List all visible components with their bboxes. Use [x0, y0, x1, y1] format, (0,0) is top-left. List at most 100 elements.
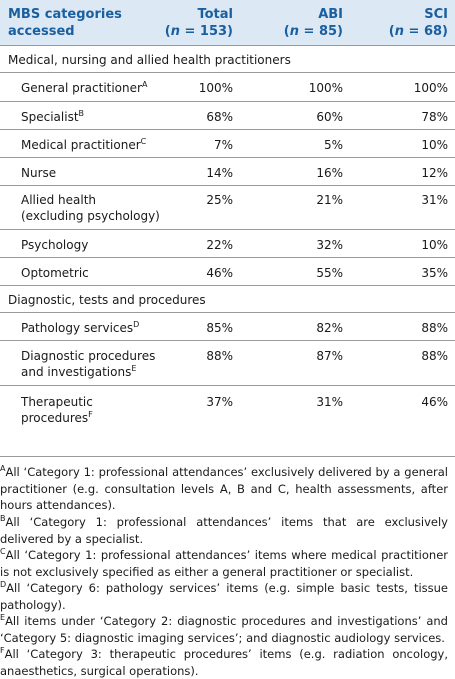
total-value: 85%	[206, 321, 233, 335]
header-total-n-letter: n	[170, 24, 180, 39]
row-label: SpecialistB	[21, 109, 84, 125]
sci-value: 88%	[421, 321, 448, 335]
header-abi-label: ABI	[318, 7, 343, 22]
row-label: Diagnostic procedures and investigations…	[21, 348, 155, 380]
header-abi-n-count: = 85)	[299, 24, 343, 39]
footnote-marker: A	[141, 80, 148, 89]
total-value: 37%	[206, 395, 233, 409]
row-rule	[0, 385, 455, 386]
row-rule	[0, 129, 455, 130]
footnote-mark: F	[0, 646, 5, 656]
footnote-text: All items under ‘Category 2: diagnostic …	[0, 614, 448, 645]
header-total-label: Total	[197, 7, 233, 22]
sci-value: 12%	[421, 166, 448, 180]
footnote-text: All ‘Category 3: therapeutic procedures’…	[0, 647, 448, 678]
row-label-text-line2: and investigations	[21, 365, 132, 379]
table-bottom-rule	[0, 456, 455, 457]
header-sci: SCI (n = 68)	[389, 6, 448, 40]
abi-value: 82%	[316, 321, 343, 335]
header-category-line1: MBS categories	[8, 7, 122, 22]
header-sci-n: (n = 68)	[389, 23, 448, 40]
footnote-mark: D	[0, 580, 7, 590]
row-label: Nurse	[21, 165, 56, 181]
row-label: Therapeutic proceduresF	[21, 394, 93, 426]
footnote-text: All ‘Category 1: professional attendance…	[0, 548, 448, 579]
header-total-n-count: = 153)	[179, 24, 233, 39]
total-value: 7%	[213, 138, 233, 152]
row-label-text: Diagnostic procedures	[21, 349, 156, 363]
header-sci-label: SCI	[424, 7, 448, 22]
sci-value: 100%	[413, 81, 448, 95]
header-sci-n-count: = 68)	[404, 24, 448, 39]
footnote-marker: F	[88, 410, 93, 419]
row-label-text: Optometric	[21, 266, 89, 280]
row-label-text: Allied health	[21, 193, 97, 207]
row-label: Allied health (excluding psychology)	[21, 192, 160, 224]
footnote: FAll ‘Category 3: therapeutic procedures…	[0, 646, 448, 679]
header-sci-n-open: (	[388, 24, 395, 39]
abi-value: 87%	[316, 349, 343, 363]
row-label-text: Psychology	[21, 238, 89, 252]
footnote: DAll ‘Category 6: pathology services’ it…	[0, 580, 448, 613]
row-label: Optometric	[21, 265, 89, 281]
sci-value: 35%	[421, 266, 448, 280]
total-value: 25%	[206, 193, 233, 207]
footnote-marker: B	[78, 109, 85, 118]
row-label-text: Pathology services	[21, 321, 134, 335]
section-title: Diagnostic, tests and procedures	[8, 293, 206, 307]
abi-value: 55%	[316, 266, 343, 280]
footnote: BAll ‘Category 1: professional attendanc…	[0, 514, 448, 547]
row-label-text-line2: procedures	[21, 411, 89, 425]
footnote-text: All ‘Category 1: professional attendance…	[0, 465, 448, 512]
row-label-text: Medical practitioner	[21, 138, 141, 152]
footnote-marker: D	[133, 320, 140, 329]
sci-value: 78%	[421, 110, 448, 124]
header-total-n-open: (	[164, 24, 171, 39]
row-label: Medical practitionerC	[21, 137, 146, 153]
row-label-text: Therapeutic	[21, 395, 93, 409]
row-label-line2: and investigationsE	[21, 364, 155, 380]
section-title: Medical, nursing and allied health pract…	[8, 53, 291, 67]
header-sci-n-letter: n	[394, 24, 405, 39]
sci-value: 88%	[421, 349, 448, 363]
header-total: Total (n = 153)	[165, 6, 233, 40]
section-rule	[0, 72, 455, 73]
total-value: 88%	[206, 349, 233, 363]
footnote-mark: E	[0, 613, 6, 623]
row-rule	[0, 157, 455, 158]
row-rule	[0, 257, 455, 258]
abi-value: 5%	[323, 138, 343, 152]
row-label: Psychology	[21, 237, 88, 253]
row-label-text: General practitioner	[21, 81, 142, 95]
header-category-line2: accessed	[8, 24, 75, 39]
section-rule	[0, 312, 455, 313]
abi-value: 31%	[316, 395, 343, 409]
footnote-mark: A	[0, 464, 6, 474]
footnote: CAll ‘Category 1: professional attendanc…	[0, 547, 448, 580]
footnote-mark: B	[0, 514, 6, 524]
footnote-text: All ‘Category 1: professional attendance…	[0, 515, 448, 546]
header-category: MBS categories accessed	[8, 6, 122, 40]
row-label-text-line2: (excluding psychology)	[21, 209, 160, 223]
abi-value: 21%	[316, 193, 343, 207]
header-abi: ABI (n = 85)	[284, 6, 343, 40]
abi-value: 32%	[316, 238, 343, 252]
total-value: 46%	[206, 266, 233, 280]
header-abi-n: (n = 85)	[284, 23, 343, 40]
footnote-mark: C	[0, 547, 6, 557]
row-rule	[0, 340, 455, 341]
sci-value: 10%	[421, 238, 448, 252]
row-label-line2: proceduresF	[21, 410, 93, 426]
sci-value: 10%	[421, 138, 448, 152]
sci-value: 31%	[421, 193, 448, 207]
total-value: 22%	[206, 238, 233, 252]
row-rule	[0, 285, 455, 286]
row-label-text: Nurse	[21, 166, 57, 180]
header-abi-n-open: (	[283, 24, 290, 39]
header-abi-n-letter: n	[289, 24, 300, 39]
footnote-marker: C	[140, 137, 147, 146]
total-value: 100%	[198, 81, 233, 95]
row-label-text: Specialist	[21, 110, 79, 124]
row-label: Pathology servicesD	[21, 320, 139, 336]
